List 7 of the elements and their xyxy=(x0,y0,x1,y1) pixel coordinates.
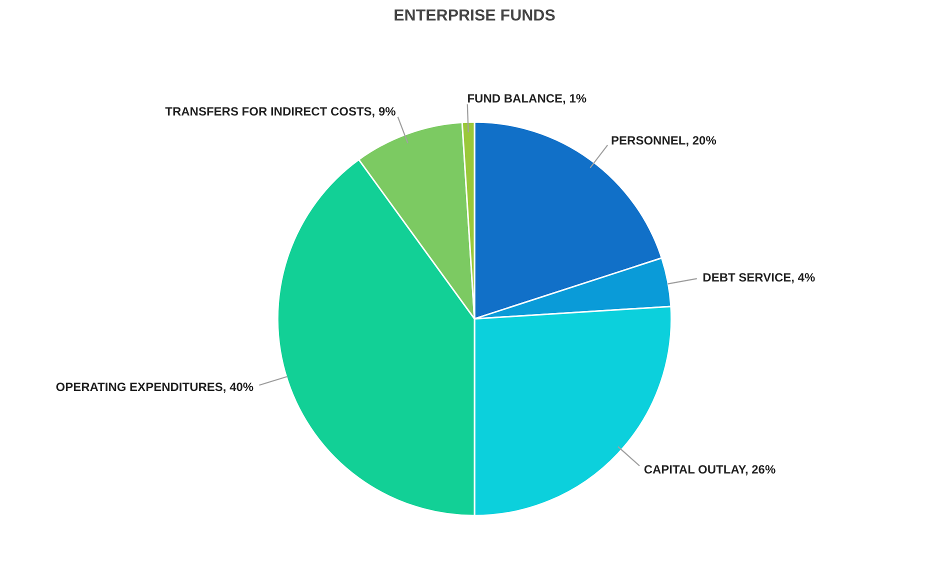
slice-label: PERSONNEL, 20% xyxy=(611,134,717,148)
slice-label: OPERATING EXPENDITURES, 40% xyxy=(56,380,254,394)
chart-title: ENTERPRISE FUNDS xyxy=(394,8,556,24)
slice-label: TRANSFERS FOR INDIRECT COSTS, 9% xyxy=(165,104,396,119)
slice-label: FUND BALANCE, 1% xyxy=(467,92,587,106)
slice-label: CAPITAL OUTLAY, 26% xyxy=(644,462,776,477)
slice-label: DEBT SERVICE, 4% xyxy=(702,270,816,285)
